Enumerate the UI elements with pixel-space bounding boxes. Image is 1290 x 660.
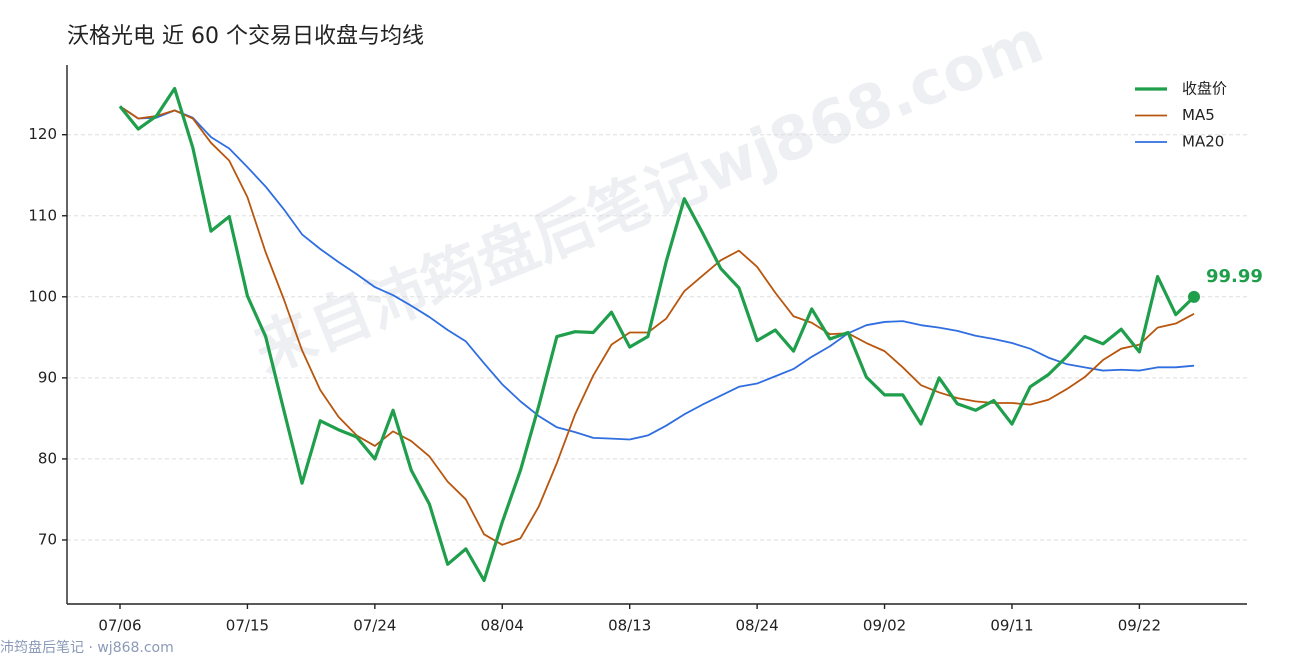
- y-tick-label: 100: [28, 287, 57, 305]
- chart-title: 沃格光电 近 60 个交易日收盘与均线: [67, 24, 424, 49]
- x-tick-label: 07/24: [353, 617, 396, 635]
- y-tick-label: 110: [28, 206, 57, 224]
- x-tick-label: 08/13: [608, 617, 651, 635]
- series-line: [119, 105, 1195, 441]
- legend-label: 收盘价: [1182, 80, 1227, 98]
- x-tick-label: 08/24: [736, 617, 779, 635]
- value-label: 99.99: [1206, 266, 1263, 287]
- x-tick-label: 07/15: [226, 617, 269, 635]
- series-line: [119, 105, 1195, 546]
- footer: 沛筠盘后笔记 · wj868.com: [0, 639, 174, 656]
- series-line: [118, 86, 1196, 583]
- y-tick-label: 120: [28, 125, 57, 143]
- last-point: [1188, 290, 1200, 303]
- legend-label: MA5: [1182, 106, 1215, 124]
- x-tick-label: 09/11: [990, 617, 1033, 635]
- y-tick-label: 90: [38, 368, 57, 386]
- x-tick-label: 07/06: [98, 617, 141, 635]
- y-tick-label: 70: [38, 530, 57, 548]
- y-tick-label: 80: [38, 449, 57, 467]
- legend-label: MA20: [1182, 133, 1224, 151]
- x-tick-label: 08/04: [481, 617, 524, 635]
- x-tick-label: 09/22: [1118, 617, 1161, 635]
- x-tick-label: 09/02: [863, 617, 906, 635]
